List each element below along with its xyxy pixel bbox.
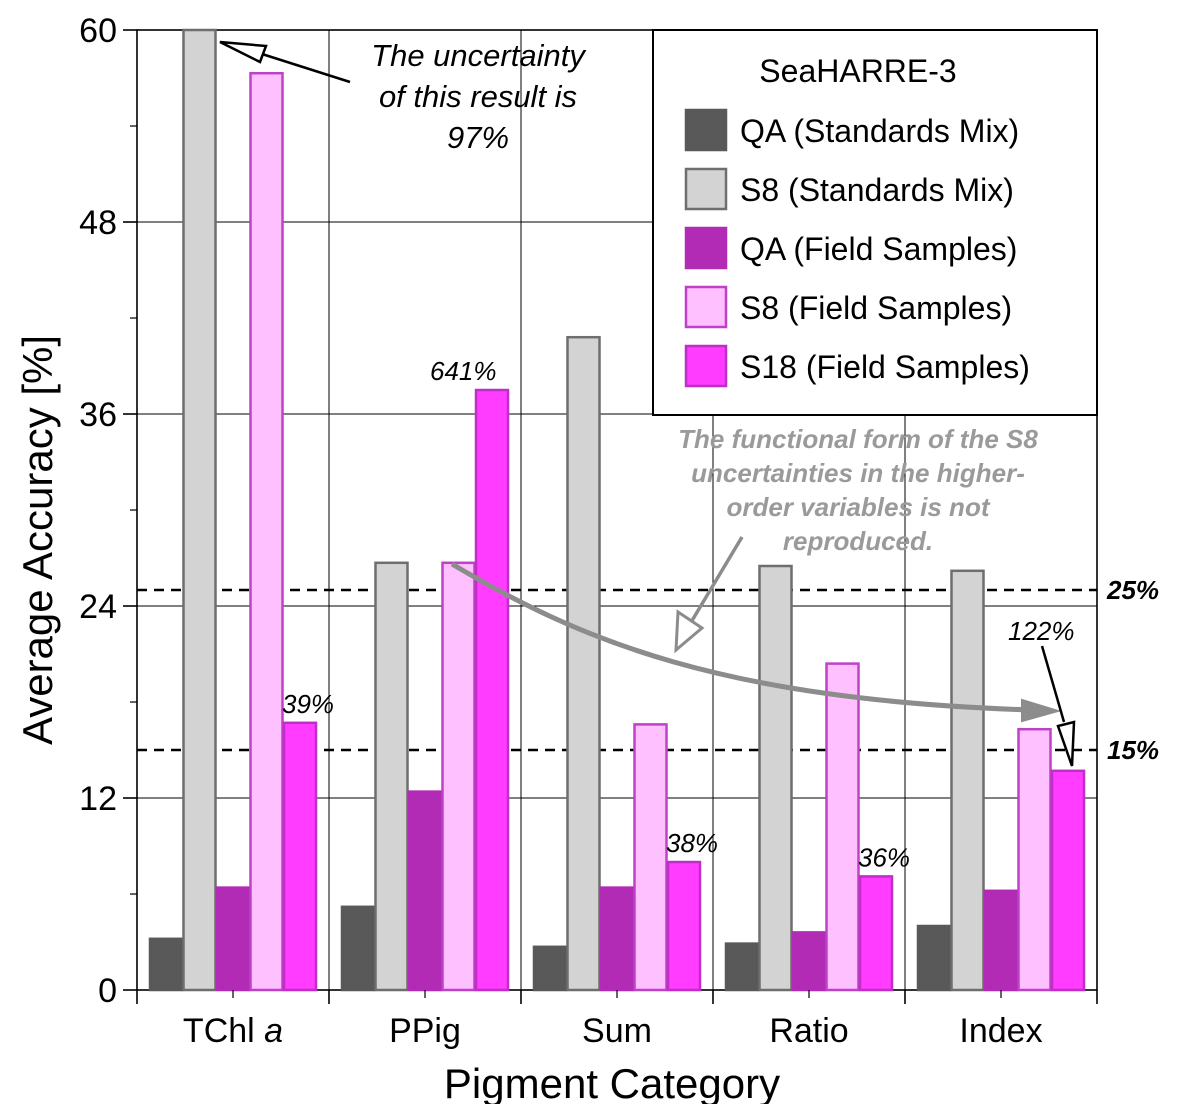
bar — [282, 721, 318, 992]
legend: SeaHARRE-3 QA (Standards Mix) S8 (Standar… — [652, 29, 1098, 416]
y-tick-label: 36 — [79, 396, 117, 434]
bars — [148, 28, 1086, 992]
reference-line-label: 15% — [1107, 735, 1159, 765]
bar — [566, 335, 601, 992]
bar — [666, 860, 702, 992]
index-pointer-line — [1040, 645, 1066, 723]
x-axis: TChl a PPig Sum Ratio Index — [136, 990, 1098, 1050]
x-tick-label-italic: a — [264, 1012, 283, 1050]
bar — [532, 945, 568, 992]
bar — [215, 886, 251, 992]
uncertainty-line-2: of this result is — [379, 79, 577, 114]
bar — [374, 561, 409, 992]
bar — [474, 388, 510, 992]
x-tick-label: PPig — [389, 1012, 461, 1050]
bar-value-label: 39% — [282, 689, 334, 719]
bar — [858, 875, 894, 992]
grey-pointer-arrowhead — [674, 609, 705, 654]
x-tick-label: TChl a — [183, 1012, 283, 1050]
bar — [791, 931, 827, 992]
grey-pointer-arrow — [682, 536, 744, 635]
bar — [148, 937, 184, 992]
x-tick-label-text: Ratio — [769, 1012, 848, 1050]
index-pointer-arrowhead — [1056, 720, 1076, 767]
bar — [182, 28, 217, 992]
legend-label: S8 (Field Samples) — [740, 290, 1012, 326]
functional-form-note: The functional form of the S8 uncertaint… — [450, 424, 1062, 723]
y-tick-label: 60 — [79, 12, 117, 50]
legend-swatch — [684, 285, 728, 329]
x-tick-label: Ratio — [769, 1012, 848, 1050]
functional-form-line-3: order variables is not — [727, 492, 991, 522]
legend-swatch — [684, 344, 728, 388]
legend-swatch — [684, 108, 728, 152]
y-tick-label: 12 — [79, 780, 117, 818]
y-tick-label: 24 — [79, 588, 117, 626]
functional-form-line-2: uncertainties in the higher- — [691, 458, 1025, 488]
bar — [441, 561, 476, 992]
y-tick-label: 48 — [79, 204, 117, 242]
bar — [1017, 727, 1052, 992]
bar — [825, 662, 860, 992]
uncertainty-line-3: 97% — [447, 120, 509, 155]
x-tick-label-text: Sum — [582, 1012, 652, 1050]
y-axis: 0 12 24 36 48 60 — [79, 12, 137, 1010]
x-tick-label-text: PPig — [389, 1012, 461, 1050]
uncertainty-annotation: The uncertainty of this result is 97% — [219, 38, 587, 155]
legend-swatch — [684, 226, 728, 270]
x-tick-label-text: TChl — [183, 1012, 264, 1050]
legend-label: QA (Standards Mix) — [740, 113, 1019, 149]
x-tick-label: Sum — [582, 1012, 652, 1050]
legend-label: S18 (Field Samples) — [740, 349, 1030, 385]
grey-trend-arrowhead — [1021, 698, 1062, 723]
functional-form-line-1: The functional form of the S8 — [678, 424, 1038, 454]
legend-items: QA (Standards Mix) S8 (Standards Mix) QA (… — [684, 108, 1030, 388]
bar — [916, 924, 952, 992]
bar-value-label: 36% — [858, 842, 910, 872]
bar-value-label: 38% — [666, 828, 718, 858]
y-tick-label: 0 — [98, 972, 117, 1010]
bar — [340, 905, 376, 992]
legend-label: S8 (Standards Mix) — [740, 172, 1014, 208]
bar — [950, 569, 985, 992]
reference-line-label: 25% — [1106, 575, 1159, 605]
bar-value-label: 122% — [1008, 616, 1075, 646]
bar — [249, 71, 284, 992]
legend-label: QA (Field Samples) — [740, 231, 1017, 267]
legend-swatch — [684, 167, 728, 211]
bar — [407, 790, 443, 992]
bar — [1050, 769, 1086, 992]
x-tick-label: Index — [959, 1012, 1042, 1050]
uncertainty-arrowhead — [219, 40, 268, 64]
bar — [599, 886, 635, 992]
bar-value-label: 641% — [430, 356, 497, 386]
functional-form-line-4: reproduced. — [783, 526, 933, 556]
bar — [724, 942, 760, 992]
uncertainty-arrow — [261, 52, 351, 84]
y-axis-title: Average Accuracy [%] — [14, 335, 61, 745]
bar — [758, 564, 793, 992]
uncertainty-line-1: The uncertainty — [371, 38, 587, 73]
x-tick-label-text: Index — [959, 1012, 1042, 1050]
x-axis-title: Pigment Category — [444, 1060, 780, 1104]
bar — [983, 889, 1019, 992]
bar-labels: 39% 641% 38% 36% 122% — [282, 356, 1075, 872]
bar — [633, 723, 668, 992]
index-pointer — [1040, 645, 1076, 767]
grey-trend-curve — [450, 561, 1033, 713]
legend-title: SeaHARRE-3 — [759, 53, 956, 89]
